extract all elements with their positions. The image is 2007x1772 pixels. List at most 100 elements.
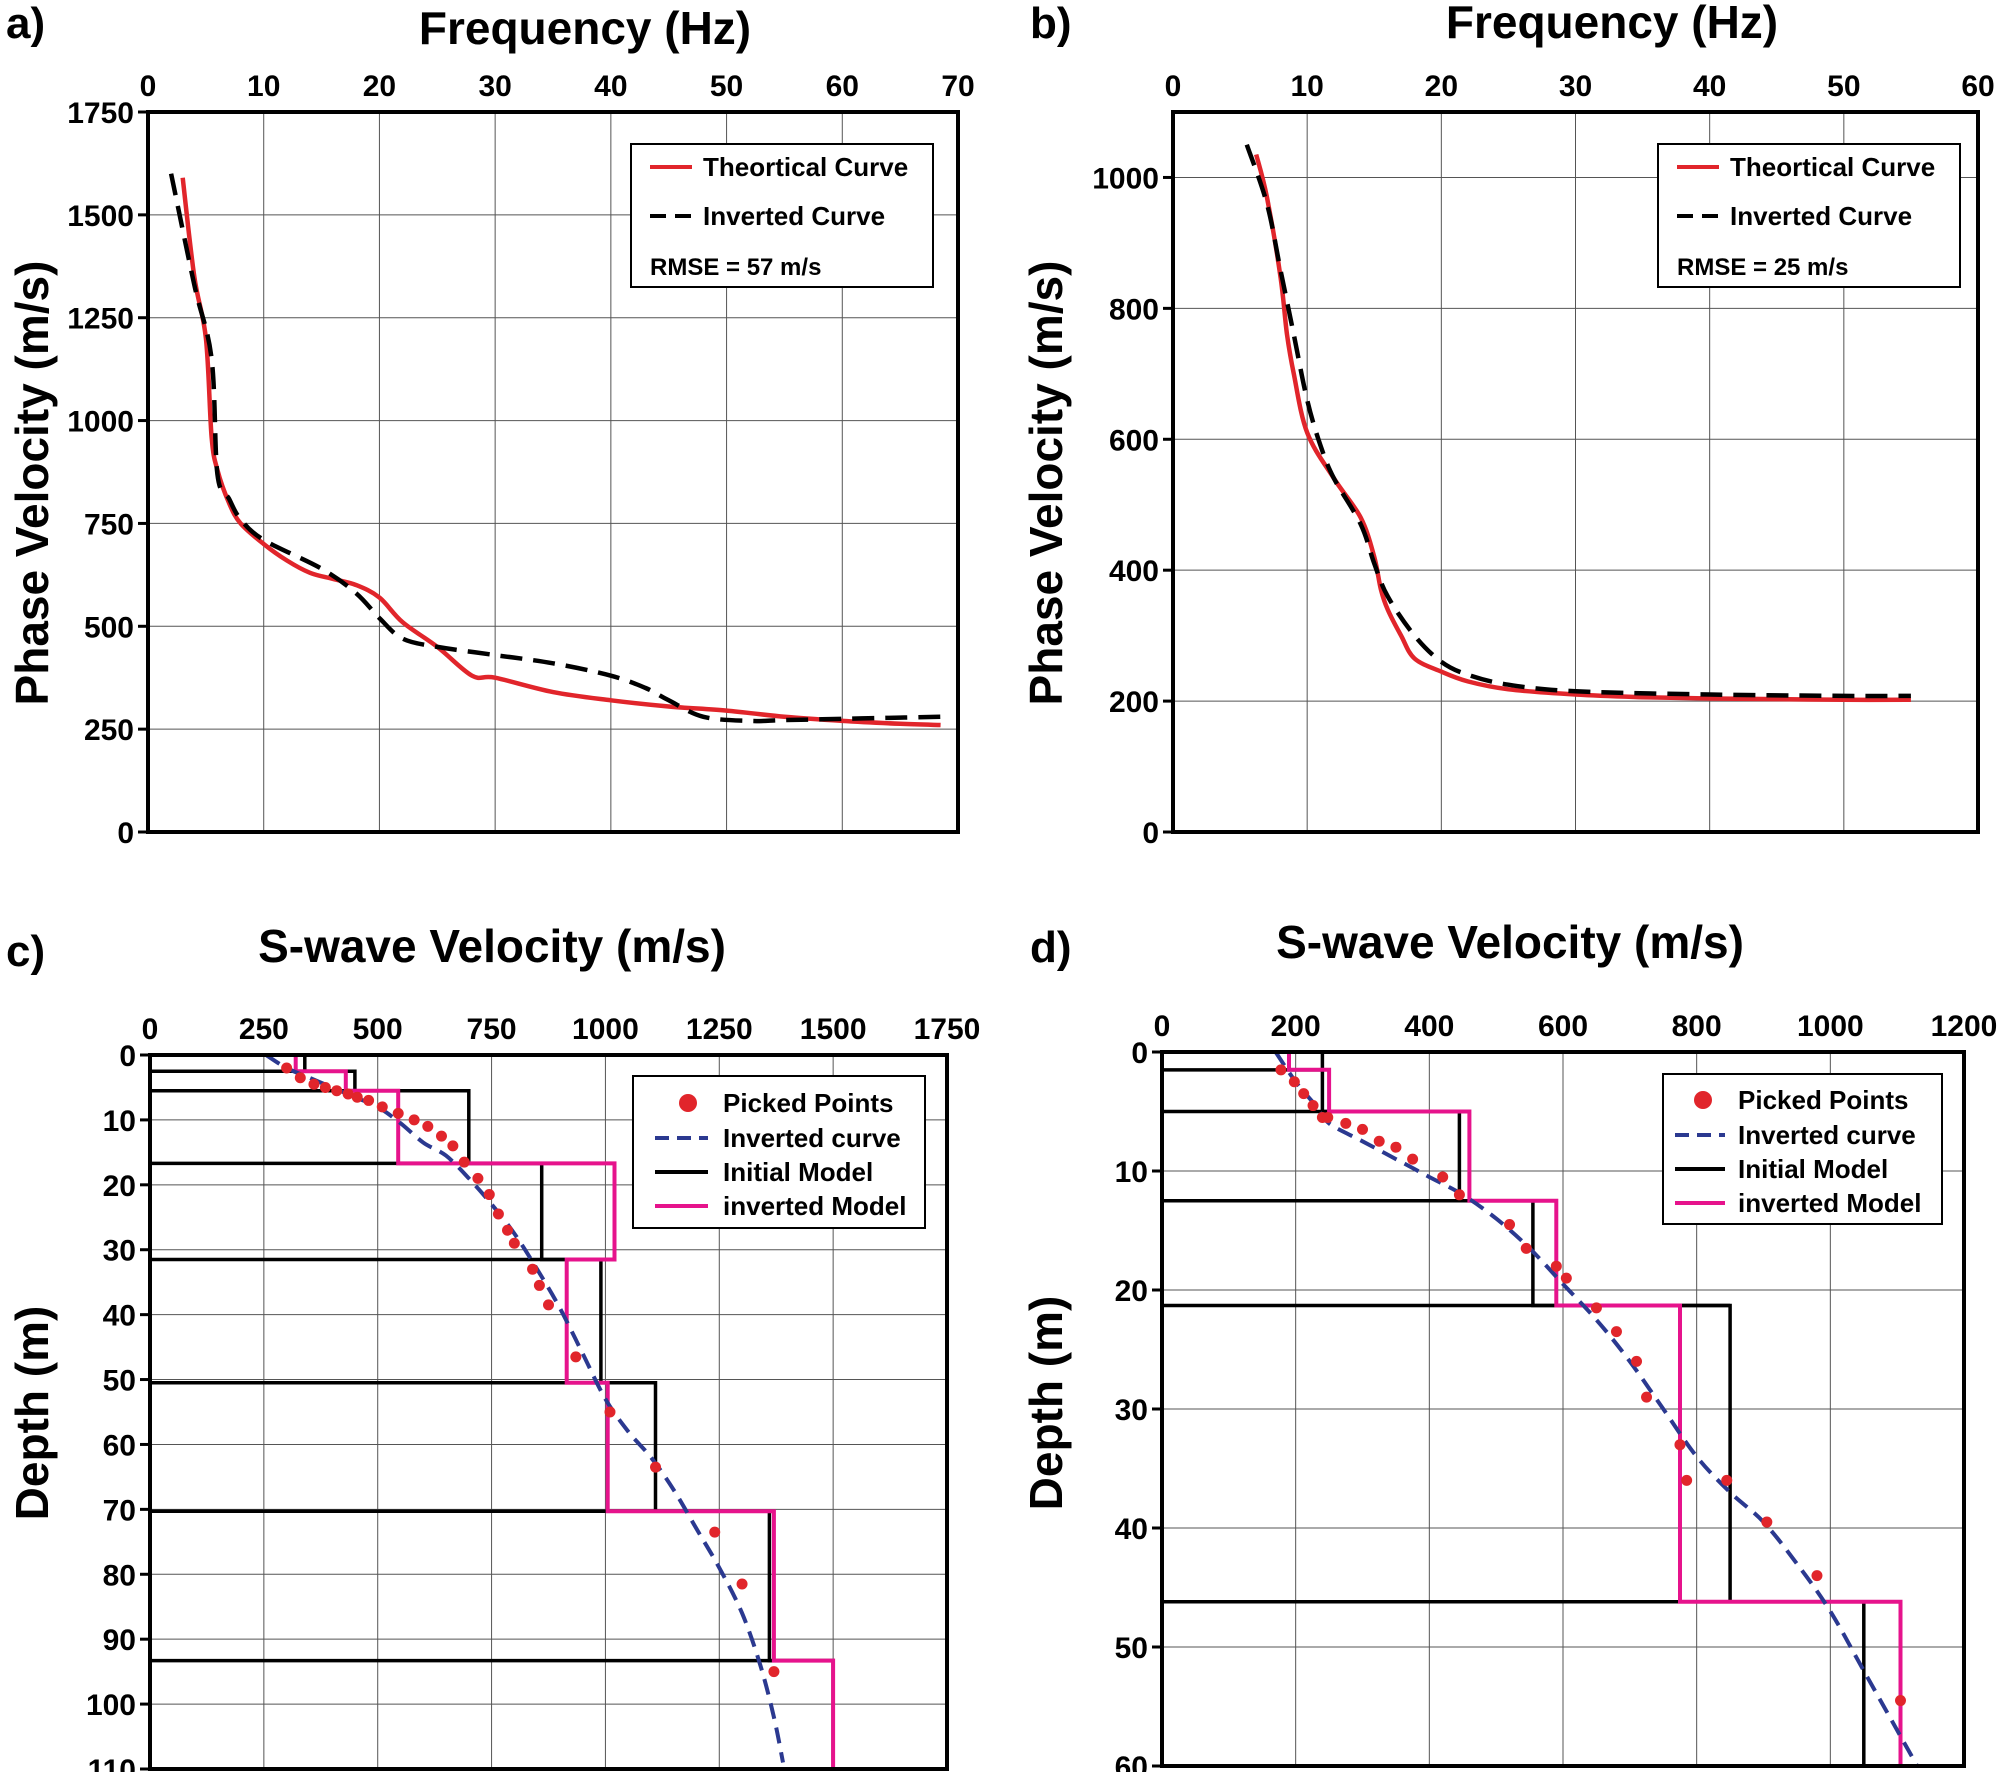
legend-label-theoretical-b: Theortical Curve (1730, 152, 1935, 182)
picked-point (408, 1114, 420, 1126)
y-tick-label: 0 (1142, 817, 1159, 850)
picked-point (1631, 1355, 1643, 1367)
picked-point (1298, 1088, 1310, 1100)
x-tick-label: 1750 (914, 1013, 981, 1046)
legend-label-inverted-curve-c: Inverted curve (723, 1123, 901, 1153)
panel-a: a) Frequency (Hz) Phase Velocity (m/s) 0… (6, 0, 975, 850)
picked-point (1390, 1141, 1402, 1153)
y-tick-label: 10 (1115, 1156, 1148, 1189)
picked-point (1373, 1135, 1385, 1147)
y-axis-title-d: Depth (m) (1020, 1296, 1072, 1511)
legend-label-inverted-curve-d: Inverted curve (1738, 1120, 1916, 1150)
panel-c: c) S-wave Velocity (m/s) Depth (m) 0 250 5… (6, 920, 980, 1772)
picked-point (736, 1578, 748, 1590)
y-tick-label: 750 (84, 508, 134, 541)
picked-point (492, 1208, 504, 1220)
picked-point (294, 1072, 306, 1084)
picked-point (1761, 1516, 1773, 1528)
x-tick-label: 1200 (1931, 1010, 1998, 1043)
picked-point (331, 1085, 343, 1097)
x-tick-label: 1000 (572, 1013, 639, 1046)
y-tick-label: 50 (103, 1365, 136, 1398)
x-tick-label: 200 (1271, 1010, 1321, 1043)
x-tick-label: 20 (1425, 70, 1458, 103)
picked-point (1560, 1272, 1572, 1284)
y-ticks-d: 0 10 20 30 40 50 60 (1115, 1037, 1162, 1772)
x-tick-label: 1250 (686, 1013, 753, 1046)
legend-c: Picked Points Inverted curve Initial Mod… (632, 1075, 926, 1229)
y-tick-label: 60 (103, 1429, 136, 1462)
x-tick-label: 40 (1693, 70, 1726, 103)
x-tick-label: 70 (941, 70, 974, 103)
x-tick-label: 750 (467, 1013, 517, 1046)
picked-point (768, 1666, 780, 1678)
picked-point (543, 1299, 554, 1311)
y-tick-label: 110 (88, 1754, 136, 1772)
x-tick-label: 0 (140, 70, 157, 103)
x-tick-label: 800 (1672, 1010, 1722, 1043)
x-axis-title-c: S-wave Velocity (m/s) (258, 920, 726, 972)
y-ticks-b: 0 200 400 600 800 1000 (1092, 162, 1173, 850)
y-axis-title-a: Phase Velocity (m/s) (6, 261, 58, 706)
theoretical-curve-line (1254, 153, 1911, 703)
legend-label-picked-points-d: Picked Points (1738, 1085, 1909, 1115)
y-tick-label: 30 (1115, 1394, 1148, 1427)
picked-point (1895, 1695, 1907, 1707)
x-tick-label: 50 (1827, 70, 1860, 103)
x-tick-label: 400 (1404, 1010, 1454, 1043)
x-ticks-d: 0 200 400 600 800 1000 1200 (1154, 1010, 1998, 1043)
theoretical-curve-line (180, 177, 941, 728)
y-tick-label: 500 (84, 611, 134, 644)
picked-point (1288, 1076, 1300, 1088)
y-tick-label: 20 (103, 1170, 136, 1203)
inverted-model-line (293, 1055, 836, 1769)
legend-label-picked-points-c: Picked Points (723, 1088, 894, 1118)
legend-swatch-picked-points-d (1694, 1091, 1712, 1109)
picked-point (1275, 1064, 1287, 1076)
panel-label-b: b) (1030, 0, 1072, 48)
x-axis-title-b: Frequency (Hz) (1446, 0, 1778, 48)
picked-point (1641, 1391, 1653, 1403)
picked-point (527, 1263, 539, 1275)
x-tick-label: 250 (239, 1013, 289, 1046)
picked-point (1681, 1474, 1693, 1486)
x-tick-label: 1500 (800, 1013, 867, 1046)
picked-point (508, 1237, 520, 1249)
y-tick-label: 0 (117, 817, 134, 850)
picked-point (570, 1351, 582, 1363)
picked-point (1721, 1474, 1733, 1486)
rmse-annotation-a: RMSE = 57 m/s (650, 254, 821, 281)
picked-point (422, 1120, 434, 1132)
picked-point (650, 1461, 662, 1473)
picked-point (1610, 1326, 1622, 1338)
picked-point (447, 1140, 459, 1152)
y-tick-label: 40 (1115, 1513, 1148, 1546)
y-tick-label: 60 (1115, 1751, 1148, 1772)
y-tick-label: 800 (1109, 293, 1159, 326)
picked-point (1437, 1171, 1449, 1183)
picked-point (472, 1172, 484, 1184)
series-b (1244, 143, 1911, 703)
picked-point (502, 1224, 514, 1236)
y-tick-label: 50 (1115, 1632, 1148, 1665)
picked-point (308, 1078, 320, 1090)
legend-label-inverted-model-c: inverted Model (723, 1191, 906, 1221)
legend-label-initial-model-c: Initial Model (723, 1157, 873, 1187)
picked-point (1811, 1570, 1823, 1582)
y-tick-label: 80 (103, 1559, 136, 1592)
x-tick-label: 40 (594, 70, 627, 103)
x-tick-label: 600 (1538, 1010, 1588, 1043)
y-ticks-a: 0 250 500 750 1000 1250 1500 1750 (67, 97, 148, 850)
legend-d: Picked Points Inverted curve Initial Mod… (1662, 1073, 1943, 1225)
plot-frame-a (146, 110, 960, 834)
picked-point (483, 1189, 495, 1201)
y-tick-label: 0 (1131, 1037, 1148, 1070)
y-tick-label: 70 (103, 1494, 136, 1527)
legend-label-inverted-b: Inverted Curve (1730, 201, 1912, 231)
rmse-annotation-b: RMSE = 25 m/s (1677, 254, 1848, 281)
picked-point (1674, 1439, 1686, 1451)
picked-point (1504, 1219, 1516, 1231)
y-tick-label: 1000 (1092, 162, 1159, 195)
y-tick-label: 90 (103, 1624, 136, 1657)
